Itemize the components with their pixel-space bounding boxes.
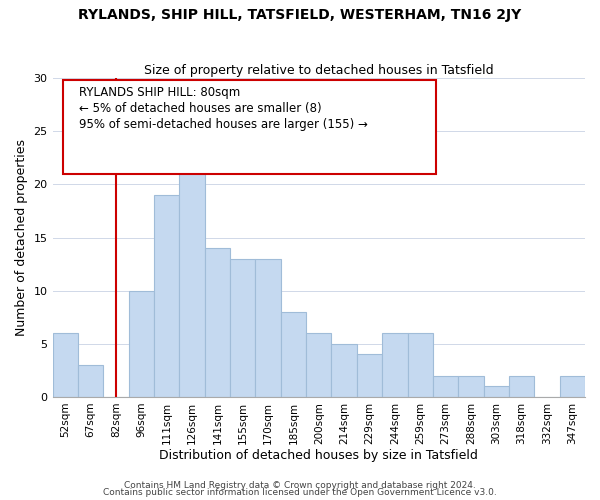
- Bar: [458, 376, 484, 397]
- Text: RYLANDS, SHIP HILL, TATSFIELD, WESTERHAM, TN16 2JY: RYLANDS, SHIP HILL, TATSFIELD, WESTERHAM…: [79, 8, 521, 22]
- Text: Contains public sector information licensed under the Open Government Licence v3: Contains public sector information licen…: [103, 488, 497, 497]
- Bar: [407, 333, 433, 397]
- Text: ← 5% of detached houses are smaller (8): ← 5% of detached houses are smaller (8): [79, 102, 322, 115]
- Bar: [433, 376, 458, 397]
- Bar: [78, 365, 103, 397]
- Bar: [179, 152, 205, 397]
- Bar: [560, 376, 585, 397]
- Bar: [281, 312, 306, 397]
- Bar: [484, 386, 509, 397]
- Bar: [306, 333, 331, 397]
- Bar: [256, 259, 281, 397]
- Y-axis label: Number of detached properties: Number of detached properties: [15, 139, 28, 336]
- Bar: [509, 376, 534, 397]
- Bar: [205, 248, 230, 397]
- Title: Size of property relative to detached houses in Tatsfield: Size of property relative to detached ho…: [144, 64, 494, 77]
- Bar: [331, 344, 357, 397]
- Bar: [357, 354, 382, 397]
- Text: Contains HM Land Registry data © Crown copyright and database right 2024.: Contains HM Land Registry data © Crown c…: [124, 480, 476, 490]
- Bar: [128, 290, 154, 397]
- Bar: [230, 259, 256, 397]
- Text: RYLANDS SHIP HILL: 80sqm: RYLANDS SHIP HILL: 80sqm: [79, 86, 241, 99]
- Text: 95% of semi-detached houses are larger (155) →: 95% of semi-detached houses are larger (…: [79, 118, 368, 131]
- FancyBboxPatch shape: [63, 80, 436, 174]
- X-axis label: Distribution of detached houses by size in Tatsfield: Distribution of detached houses by size …: [160, 450, 478, 462]
- Bar: [154, 195, 179, 397]
- Bar: [53, 333, 78, 397]
- Bar: [382, 333, 407, 397]
